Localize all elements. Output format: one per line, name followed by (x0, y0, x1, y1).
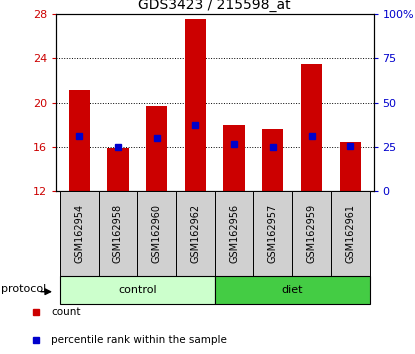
Bar (215, 191, 254, 276)
Text: GSM162959: GSM162959 (307, 204, 317, 263)
Bar (99, 191, 137, 276)
Bar (137, 191, 176, 276)
Text: protocol: protocol (1, 284, 46, 294)
Bar (301, 64, 322, 191)
Bar (107, 148, 129, 191)
Bar (331, 191, 370, 276)
Bar (68, 91, 90, 191)
Text: count: count (51, 307, 81, 317)
Bar (185, 19, 206, 191)
Text: diet: diet (281, 285, 303, 295)
Text: GSM162958: GSM162958 (113, 204, 123, 263)
Bar (60, 191, 99, 276)
Text: GSM162962: GSM162962 (190, 204, 200, 263)
Text: GSM162954: GSM162954 (74, 204, 84, 263)
Text: GSM162960: GSM162960 (152, 204, 162, 263)
Text: GSM162956: GSM162956 (229, 204, 239, 263)
Bar (292, 191, 331, 276)
Bar (223, 125, 245, 191)
Bar (262, 129, 283, 191)
Bar (60, 276, 215, 304)
Title: GDS3423 / 215598_at: GDS3423 / 215598_at (139, 0, 291, 12)
Text: GSM162961: GSM162961 (345, 204, 355, 263)
Text: GSM162957: GSM162957 (268, 204, 278, 263)
Bar (176, 191, 215, 276)
Bar (146, 106, 167, 191)
Bar (254, 191, 292, 276)
Bar (339, 143, 361, 191)
Text: percentile rank within the sample: percentile rank within the sample (51, 335, 227, 344)
Bar (215, 276, 370, 304)
Text: control: control (118, 285, 156, 295)
